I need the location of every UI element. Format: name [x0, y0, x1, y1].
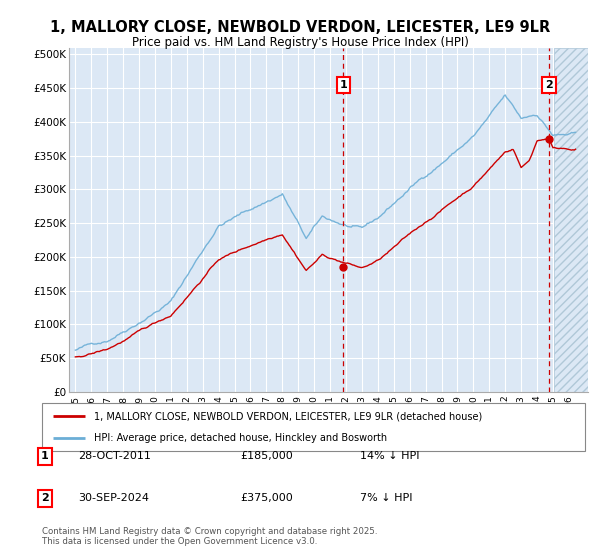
Text: 14% ↓ HPI: 14% ↓ HPI — [360, 451, 419, 461]
Text: 1, MALLORY CLOSE, NEWBOLD VERDON, LEICESTER, LE9 9LR (detached house): 1, MALLORY CLOSE, NEWBOLD VERDON, LEICES… — [94, 411, 482, 421]
Text: 7% ↓ HPI: 7% ↓ HPI — [360, 493, 413, 503]
Text: 1, MALLORY CLOSE, NEWBOLD VERDON, LEICESTER, LE9 9LR: 1, MALLORY CLOSE, NEWBOLD VERDON, LEICES… — [50, 20, 550, 35]
Text: Contains HM Land Registry data © Crown copyright and database right 2025.
This d: Contains HM Land Registry data © Crown c… — [42, 526, 377, 546]
Text: £375,000: £375,000 — [240, 493, 293, 503]
Text: 2: 2 — [41, 493, 49, 503]
Text: 1: 1 — [340, 80, 347, 90]
FancyBboxPatch shape — [42, 403, 585, 451]
Text: 30-SEP-2024: 30-SEP-2024 — [78, 493, 149, 503]
Text: £185,000: £185,000 — [240, 451, 293, 461]
Text: 1: 1 — [41, 451, 49, 461]
Text: 2: 2 — [545, 80, 553, 90]
Text: Price paid vs. HM Land Registry's House Price Index (HPI): Price paid vs. HM Land Registry's House … — [131, 36, 469, 49]
Text: 28-OCT-2011: 28-OCT-2011 — [78, 451, 151, 461]
Text: HPI: Average price, detached house, Hinckley and Bosworth: HPI: Average price, detached house, Hinc… — [94, 433, 387, 443]
Bar — [554, 48, 588, 392]
Bar — [554, 48, 588, 392]
